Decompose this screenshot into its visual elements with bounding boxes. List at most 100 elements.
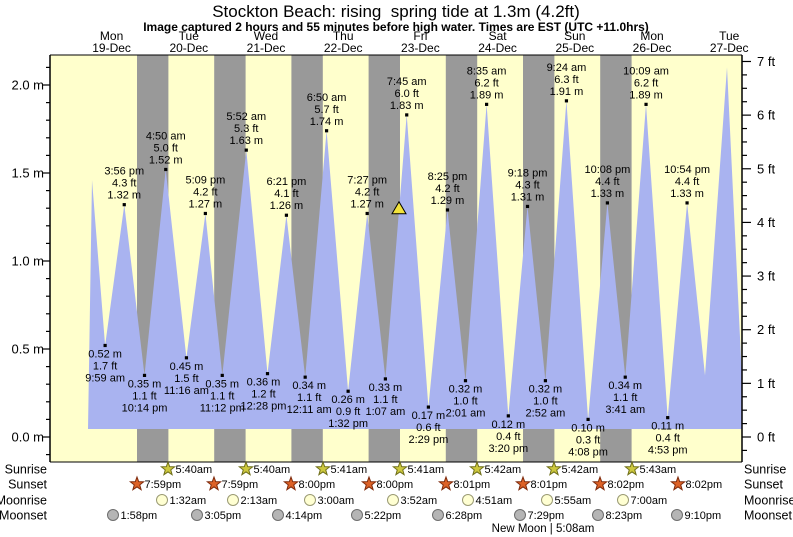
- tide-annotation-line: 0.33 m: [369, 382, 403, 394]
- tide-high-event: 8:35 am6.2 ft1.89 m: [467, 65, 506, 106]
- tide-annotation-line: 5:52 am: [226, 111, 266, 123]
- tide-point-dot: [543, 379, 548, 383]
- moonrise-time: 3:00am: [318, 495, 355, 507]
- day-weekday-label: Sun: [564, 29, 585, 43]
- sunset-time: 7:59pm: [145, 479, 182, 491]
- tide-annotation-line: 0.34 m: [608, 380, 642, 392]
- day-weekday-label: Thu: [333, 29, 354, 43]
- tide-high-event: 3:56 pm4.3 ft1.32 m: [104, 166, 144, 207]
- tide-annotation-line: 0.26 m: [331, 394, 365, 406]
- tide-annotation-line: 1.5 ft: [174, 373, 198, 385]
- tide-annotation-line: 1.7 ft: [93, 360, 117, 372]
- sunrise-star-icon: [391, 460, 409, 476]
- tide-annotation-line: 1.52 m: [149, 154, 183, 166]
- sunset-time: 7:59pm: [222, 479, 259, 491]
- sunrise-star-icon: [623, 460, 641, 476]
- tide-point-dot: [203, 211, 207, 216]
- tide-point-dot: [265, 372, 270, 376]
- tide-annotation-line: 0.34 m: [292, 380, 326, 392]
- moonrise-time: 3:52am: [401, 495, 438, 507]
- day-date-label: 26-Dec: [633, 41, 672, 55]
- tide-annotation-line: 1.63 m: [229, 135, 263, 147]
- moonset-circle-icon: [514, 509, 526, 521]
- axis-right-tick-label: 2 ft: [757, 322, 775, 337]
- day-weekday-label: Wed: [254, 29, 278, 43]
- tide-annotation-line: 1.0 ft: [533, 396, 557, 408]
- axis-left-tick-label: 1.0 m: [11, 254, 44, 269]
- tide-point-dot: [142, 373, 147, 377]
- tide-point-dot: [365, 211, 369, 216]
- moonrise-label-right: Moonrise: [744, 494, 793, 508]
- tide-annotation-line: 12:28 pm: [241, 401, 287, 413]
- tide-low-event: 0.32 m1.0 ft2:52 am: [526, 379, 566, 420]
- tide-high-event: 5:52 am5.3 ft1.63 m: [226, 111, 266, 152]
- tide-annotation-line: 9:24 am: [547, 62, 587, 74]
- day-date-label: 20-Dec: [169, 41, 208, 55]
- tide-point-dot: [445, 208, 450, 212]
- tide-annotation-line: 3:41 am: [605, 404, 645, 416]
- tide-annotation-line: 0.32 m: [529, 384, 563, 396]
- tide-low-event: 0.17 m0.6 ft2:29 pm: [409, 405, 448, 446]
- moonset-time: 9:10pm: [685, 510, 722, 522]
- sunset-star-icon: [360, 475, 378, 491]
- tide-high-event: 6:50 am5.7 ft1.74 m: [307, 92, 346, 133]
- tide-point-dot: [426, 405, 430, 409]
- axis-right-tick-label: 5 ft: [757, 161, 775, 176]
- tide-point-dot: [284, 213, 289, 217]
- moonrise-label-left: Moonrise: [0, 494, 47, 508]
- moonrise-time: 4:51am: [476, 495, 513, 507]
- day-labels: Mon19-DecTue20-DecWed21-DecThu22-DecFri2…: [92, 29, 748, 55]
- tide-annotation-line: 1.32 m: [107, 190, 141, 202]
- moonrise-time: 7:00am: [631, 495, 668, 507]
- axis-right-tick-label: 6 ft: [757, 108, 775, 123]
- tide-annotation-line: 0.32 m: [449, 384, 483, 396]
- sunset-label-right: Sunset: [744, 478, 783, 492]
- tide-high-event: 7:27 pm4.2 ft1.27 m: [347, 174, 387, 216]
- tide-annotation-line: 4.1 ft: [274, 188, 298, 200]
- tide-high-event: 9:18 pm4.3 ft1.31 m: [508, 167, 547, 209]
- sunrise-star-icon: [314, 460, 332, 476]
- moonset-circle-icon: [191, 509, 203, 521]
- tide-annotation-line: 6.2 ft: [634, 77, 658, 89]
- current-marker: [391, 200, 407, 215]
- tide-annotation-line: 2:52 am: [526, 408, 566, 420]
- moonset-time: 1:58pm: [121, 510, 158, 522]
- tide-annotation-line: 0.11 m: [651, 421, 684, 433]
- tide-annotation-line: 1.1 ft: [210, 390, 234, 402]
- tide-annotation-line: 0.12 m: [492, 419, 526, 431]
- tide-annotation-line: 0.9 ft: [336, 406, 360, 418]
- tide-annotation-line: 1.1 ft: [613, 392, 637, 404]
- tide-high-event: 8:25 pm4.2 ft1.29 m: [428, 171, 468, 212]
- tide-annotation-line: 10:14 pm: [122, 402, 168, 414]
- tide-high-event: 4:50 am5.0 ft1.52 m: [146, 130, 186, 172]
- tide-high-event: 10:09 am6.2 ft1.89 m: [623, 65, 669, 106]
- tide-annotation-line: 7:27 pm: [347, 174, 387, 186]
- tide-annotation-line: 1.91 m: [550, 86, 584, 98]
- moonrise-circle-icon: [227, 494, 239, 506]
- sunrise-time: 5:43am: [640, 464, 677, 476]
- moonset-label-left: Moonset: [0, 509, 48, 523]
- tide-annotation-line: 1.29 m: [431, 195, 465, 207]
- tide-annotation-line: 4.2 ft: [355, 186, 379, 198]
- sunset-star-icon: [205, 475, 223, 491]
- moonset-time: 3:05pm: [205, 510, 242, 522]
- tide-annotation-line: 0.35 m: [128, 378, 162, 390]
- day-weekday-label: Mon: [100, 29, 123, 43]
- tide-annotation-line: 10:54 pm: [664, 164, 710, 176]
- tide-annotation-line: 8:25 pm: [428, 171, 468, 183]
- tide-annotation-line: 7:45 am: [387, 76, 427, 88]
- tide-annotation-line: 1.33 m: [591, 188, 625, 200]
- astro-rows: Sunrise Sunrise 5:40am 5:40am 5:41am 5:41am 5:…: [0, 460, 793, 523]
- tide-point-dot: [525, 204, 530, 209]
- sunrise-time: 5:42am: [485, 464, 522, 476]
- tide-low-event: 0.12 m0.4 ft3:20 pm: [488, 414, 528, 455]
- sunset-star-icon: [437, 475, 455, 491]
- tide-annotation-line: 4.2 ft: [435, 183, 459, 195]
- day-weekday-label: Sat: [489, 29, 508, 43]
- sunrise-star-icon: [468, 460, 486, 476]
- axis-left-tick-label: 0.5 m: [11, 342, 44, 357]
- tide-point-dot: [383, 377, 387, 381]
